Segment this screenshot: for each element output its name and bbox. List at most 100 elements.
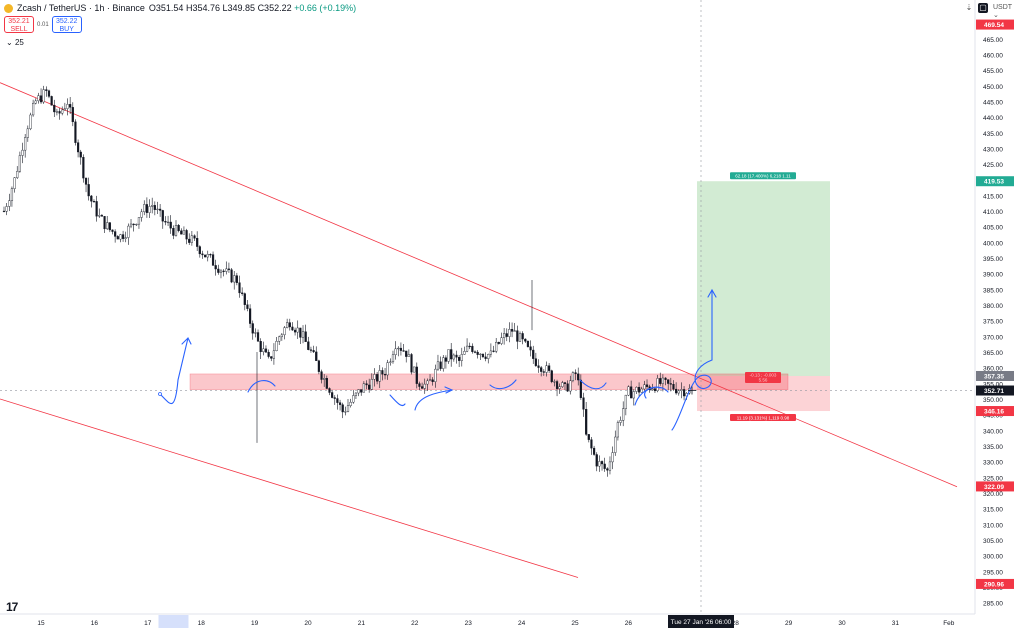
candle-body xyxy=(241,292,244,294)
candle-body xyxy=(198,246,201,255)
candle-body xyxy=(606,468,609,471)
candle-body xyxy=(151,205,154,207)
candle-body xyxy=(376,374,379,382)
buy-button[interactable]: 352.22 BUY xyxy=(51,16,82,33)
candle-body xyxy=(344,411,347,413)
candle-body xyxy=(428,379,432,382)
candle-body xyxy=(415,366,418,384)
candle-body xyxy=(439,361,442,369)
candle-body xyxy=(569,380,572,392)
candle-body xyxy=(476,351,479,355)
y-tick-label: 355.00 xyxy=(983,381,1003,388)
candle-body xyxy=(675,388,678,394)
candle-body xyxy=(487,354,490,359)
candle-body xyxy=(275,340,278,352)
y-tick-label: 340.00 xyxy=(983,428,1003,435)
candle-body xyxy=(465,345,469,352)
candle-body xyxy=(8,200,11,207)
drawing-arrow xyxy=(389,394,406,407)
candle-body xyxy=(301,331,305,338)
candle-body xyxy=(600,461,604,465)
candle-body xyxy=(598,461,601,467)
candle-body xyxy=(262,348,265,353)
y-tick-label: 300.00 xyxy=(983,554,1003,561)
price-tag-bg xyxy=(976,370,1014,381)
candle-body xyxy=(39,95,43,103)
candle-body xyxy=(42,89,45,103)
candle-body xyxy=(630,386,633,399)
candle-body xyxy=(76,142,80,153)
candle-body xyxy=(29,114,32,130)
candle-body xyxy=(354,392,358,396)
candle-body xyxy=(571,372,575,381)
screenshot-icon[interactable]: ▢ xyxy=(978,3,988,13)
candle-body xyxy=(651,388,654,391)
high-value: H354.76 xyxy=(185,3,220,13)
tradingview-logo-icon: 17 xyxy=(6,600,18,614)
spread-value: 0.01 xyxy=(37,21,49,28)
candle-body xyxy=(180,230,183,235)
candle-body xyxy=(92,201,96,203)
indicator-row[interactable]: ⌄ 25 xyxy=(6,38,24,47)
x-tick-label: 23 xyxy=(465,620,473,627)
y-tick-label: 415.00 xyxy=(983,193,1003,200)
candle-body xyxy=(137,217,141,225)
candle-body xyxy=(243,293,246,305)
candle-body xyxy=(121,234,125,239)
price-tag: 419.53 xyxy=(984,179,1004,186)
candle-body xyxy=(346,405,350,412)
candle-body xyxy=(299,327,302,338)
candle-body xyxy=(365,383,368,386)
candle-body xyxy=(129,223,133,227)
x-tick-label: 29 xyxy=(785,620,793,627)
candle-body xyxy=(577,373,580,381)
drawing-arrow xyxy=(579,379,607,390)
candle-body xyxy=(10,188,14,201)
candle-body xyxy=(193,235,196,239)
candle-body xyxy=(317,360,320,372)
y-tick-label: 310.00 xyxy=(983,522,1003,529)
price-tag: 357.35 xyxy=(984,373,1004,380)
candle-body xyxy=(272,350,276,359)
candle-body xyxy=(360,389,363,393)
candle-body xyxy=(74,121,77,143)
y-tick-label: 460.00 xyxy=(983,52,1003,59)
candle-body xyxy=(34,100,37,104)
candle-body xyxy=(256,332,260,342)
candle-body xyxy=(447,349,450,362)
y-tick-label: 440.00 xyxy=(983,115,1003,122)
candle-body xyxy=(188,238,191,243)
candle-body xyxy=(677,390,680,394)
candle-body xyxy=(116,236,119,240)
candle-body xyxy=(2,210,6,213)
chevron-down-icon[interactable]: ⌄ xyxy=(6,38,13,47)
price-tag-bg xyxy=(976,176,1014,187)
candle-body xyxy=(423,383,426,389)
candle-body xyxy=(225,268,228,272)
candle-body xyxy=(391,354,395,363)
y-tick-label: 325.00 xyxy=(983,475,1003,482)
candle-body xyxy=(63,108,66,111)
x-tick-label: 20 xyxy=(304,620,312,627)
candle-body xyxy=(227,268,231,270)
symbol-title[interactable]: Zcash / TetherUS · 1h · Binance xyxy=(17,3,145,13)
drawing-arrow xyxy=(414,389,453,411)
candle-body xyxy=(420,386,424,389)
download-icon[interactable]: ⇣ xyxy=(965,3,973,12)
candle-body xyxy=(135,223,138,226)
currency-label[interactable]: USDT ⌄ xyxy=(993,4,1012,19)
drawing-arrow xyxy=(247,380,276,393)
candle-body xyxy=(590,439,593,449)
sell-button[interactable]: 352.21 SELL xyxy=(4,16,34,33)
candle-body xyxy=(550,370,553,382)
candle-body xyxy=(378,370,381,382)
target-label: 62.18 (17.400%) 6,218 1.11 xyxy=(735,174,791,179)
candle-body xyxy=(166,221,170,224)
candle-body xyxy=(664,377,667,380)
candle-body xyxy=(582,397,585,410)
crosshair-time-label: Tue 27 Jan '26 06:00 xyxy=(671,619,732,626)
y-tick-label: 285.00 xyxy=(983,601,1003,608)
candle-body xyxy=(357,389,360,394)
hand-drawn-arrows xyxy=(159,288,717,431)
